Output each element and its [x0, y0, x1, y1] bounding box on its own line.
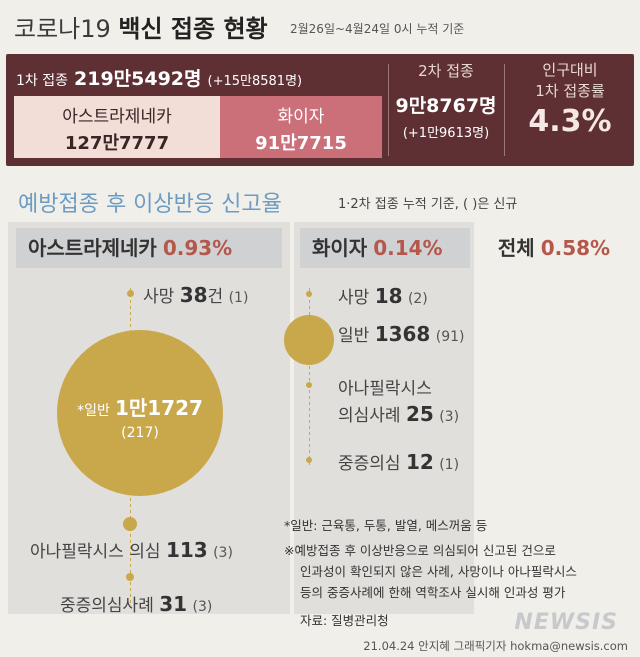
az-death-name: 사망: [143, 287, 175, 307]
az-serious-label: 중증의심사례 31 (3): [60, 591, 212, 616]
credit-line: 21.04.24 안지혜 그래픽기자 hokma@newsis.com: [363, 639, 628, 653]
footnote-line-2: 인과성이 확인되지 않은 사례, 사망이나 아나필락시스: [300, 564, 577, 579]
az-general-name: *일반: [77, 403, 110, 419]
page-title: 코로나19 백신 접종 현황: [14, 9, 268, 44]
pfizer-anaphylaxis-new: (3): [439, 409, 460, 425]
pfizer-serious-new: (1): [439, 457, 460, 473]
pfizer-serious-bubble: [306, 457, 312, 463]
pfizer-name: 화이자: [312, 236, 368, 260]
first-dose-label: 1차 접종: [16, 73, 68, 89]
second-dose-increase: (+1만9613명): [402, 126, 490, 141]
pfizer-general-name: 일반: [338, 326, 370, 346]
az-anaphylaxis-new: (3): [213, 545, 233, 561]
second-dose-summary: 2차 접종 9만8767명 (+1만9613명): [390, 60, 502, 141]
az-death-label: 사망 38건 (1): [143, 282, 248, 307]
second-dose-label: 2차 접종: [418, 62, 474, 80]
az-serious-value: 31: [159, 592, 188, 616]
pfizer-general-new: (91): [435, 329, 465, 345]
rate-value: 4.3%: [528, 104, 612, 139]
title-bold: 백신 접종 현황: [118, 15, 268, 43]
pfizer-general-value: 1368: [374, 322, 431, 346]
pfizer-serious-label: 중증의심 12 (1): [338, 449, 459, 474]
pfizer-anaphylaxis-name: 의심사례: [338, 406, 401, 426]
pfizer-general-label: 일반 1368 (91): [338, 321, 465, 346]
pfizer-dose-label: 화이자: [277, 107, 325, 127]
az-general-value: 1만1727: [114, 396, 203, 420]
first-dose-total: 219만5492명: [74, 68, 202, 90]
pfizer-death-value: 18: [374, 284, 403, 308]
pfizer-dashed-line: [309, 288, 310, 468]
az-death-bubble: [127, 290, 134, 297]
pfizer-death-name: 사망: [338, 288, 370, 308]
divider: [504, 64, 505, 156]
footnote-general: *일반: 근육통, 두통, 발열, 메스꺼움 등: [284, 518, 488, 533]
total-rate: 0.58%: [540, 236, 611, 260]
pfizer-anaphylaxis-bubble: [306, 382, 312, 388]
section-title: 예방접종 후 이상반응 신고율: [18, 192, 282, 217]
total-column-header: 전체 0.58%: [476, 228, 632, 268]
pfizer-anaphylaxis-label-1: 아나필락시스: [338, 379, 432, 399]
source-note: 자료: 질병관리청: [300, 613, 389, 628]
pfizer-death-bubble: [306, 291, 312, 297]
az-anaphylaxis-bubble: [123, 517, 137, 531]
total-name: 전체: [497, 236, 535, 260]
pfizer-death-new: (2): [407, 291, 428, 307]
pfizer-serious-name: 중증의심: [338, 454, 401, 474]
rate-label-1: 인구대비: [542, 61, 598, 79]
section-subtitle: 1·2차 접종 누적 기준, ( )은 신규: [338, 197, 518, 212]
az-anaphylaxis-label: 아나필락시스 의심 113 (3): [30, 537, 233, 562]
first-dose-increase: (+15만8581명): [207, 74, 303, 89]
az-rate: 0.93%: [162, 236, 233, 260]
az-death-value: 38: [179, 283, 208, 307]
az-dose-label: 아스트라제네카: [62, 107, 172, 127]
az-dose-value: 127만7777: [64, 133, 170, 154]
footnote-line-1: ※예방접종 후 이상반응으로 의심되어 신고된 건으로: [284, 543, 556, 558]
pfizer-dose-box: 화이자 91만7715: [220, 96, 382, 158]
rate-label-2: 1차 접종률: [535, 82, 605, 100]
az-name: 아스트라제네카: [28, 236, 157, 260]
az-anaphylaxis-name: 아나필락시스 의심: [30, 542, 161, 562]
az-serious-new: (3): [192, 599, 213, 615]
footnote-line-3: 등의 중증사례에 한해 역학조사 실시해 인과성 평가: [300, 585, 566, 600]
vaccination-rate: 인구대비 1차 접종률 4.3%: [506, 60, 634, 139]
pfizer-rate: 0.14%: [373, 236, 443, 260]
first-dose-summary: 1차 접종 219만5492명 (+15만8581명): [16, 64, 302, 91]
date-range: 2월26일~4월24일 0시 누적 기준: [290, 22, 465, 36]
az-general-new: (217): [121, 425, 159, 441]
newsis-logo: NEWSIS: [514, 610, 618, 635]
az-serious-bubble: [126, 573, 134, 581]
pfizer-anaphylaxis-label-2: 의심사례 25 (3): [338, 401, 459, 426]
az-general-label: *일반 1만1727 (217): [57, 392, 223, 441]
pfizer-dose-value: 91만7715: [255, 133, 347, 154]
pfizer-serious-value: 12: [405, 450, 434, 474]
pfizer-column-header: 화이자 0.14%: [300, 228, 470, 268]
title-plain: 코로나19: [14, 15, 111, 43]
pfizer-anaphylaxis-value: 25: [405, 402, 434, 426]
pfizer-death-label: 사망 18 (2): [338, 283, 428, 308]
second-dose-total: 9만8767명: [395, 95, 497, 117]
az-serious-name: 중증의심사례: [60, 596, 154, 616]
az-column-header: 아스트라제네카 0.93%: [16, 228, 282, 268]
pfizer-general-bubble: [284, 315, 334, 365]
az-anaphylaxis-value: 113: [165, 538, 208, 562]
az-death-unit: 건: [207, 287, 224, 307]
divider: [388, 64, 389, 156]
az-general-bubble: [57, 330, 223, 496]
az-dose-box: 아스트라제네카 127만7777: [14, 96, 220, 158]
pfizer-column: [294, 222, 474, 614]
az-death-new: (1): [228, 290, 249, 306]
